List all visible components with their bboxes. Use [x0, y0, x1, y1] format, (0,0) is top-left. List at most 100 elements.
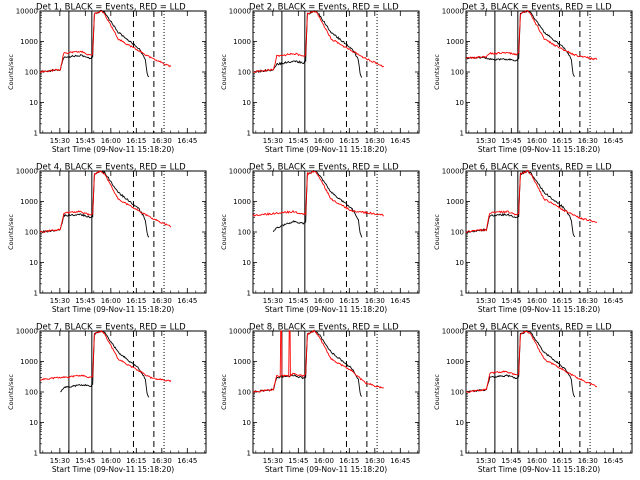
x-tick-label: 15:45 — [501, 137, 521, 145]
y-tick-label: 10000 — [229, 168, 251, 176]
y-tick-label: 1 — [247, 290, 251, 298]
x-axis-label: Start Time (09-Nov-11 15:18:20) — [52, 145, 174, 154]
series-events-line — [60, 330, 150, 398]
y-axis-label: Counts/sec — [7, 374, 15, 410]
x-tick-label: 16:00 — [314, 297, 334, 305]
plot-frame — [465, 330, 633, 454]
x-tick-label: 15:45 — [288, 457, 308, 465]
x-tick-label: 16:30 — [365, 457, 385, 465]
panel-det-5: Det 5, BLACK = Events, RED = LLD 1 10 100 10… — [220, 163, 420, 314]
x-tick-label: 16:00 — [314, 137, 334, 145]
y-tick-label: 100 — [25, 229, 38, 237]
x-tick-label: 16:15 — [339, 457, 359, 465]
x-tick-label: 16:00 — [527, 137, 547, 145]
y-tick-label: 10 — [455, 259, 464, 267]
x-tick-label: 16:15 — [552, 297, 572, 305]
x-tick-label: 16:30 — [578, 297, 598, 305]
x-tick-label: 15:30 — [476, 457, 496, 465]
y-tick-label: 10000 — [442, 328, 464, 336]
panel-det-9: Det 9, BLACK = Events, RED = LLD 1 10 100 10… — [433, 323, 633, 474]
x-tick-label: 16:45 — [390, 137, 410, 145]
y-axis-label: Counts/sec — [7, 54, 15, 90]
x-tick-label: 15:45 — [288, 297, 308, 305]
y-tick-label: 1000 — [446, 38, 464, 46]
y-tick-label: 1000 — [446, 358, 464, 366]
panel-det-1: Det 1, BLACK = Events, RED = LLD 1 10 100 10… — [7, 3, 207, 154]
x-tick-label: 15:30 — [263, 137, 283, 145]
x-tick-label: 16:45 — [177, 297, 197, 305]
y-tick-label: 1 — [34, 130, 38, 138]
y-tick-label: 1000 — [233, 358, 251, 366]
series-lld-line — [39, 10, 172, 73]
series-lld-line — [39, 170, 172, 233]
x-tick-label: 16:30 — [365, 137, 385, 145]
x-axis-label: Start Time (09-Nov-11 15:18:20) — [52, 305, 174, 314]
y-tick-label: 10 — [455, 99, 464, 107]
y-tick-label: 10000 — [16, 8, 38, 16]
chart-title: Det 9, BLACK = Events, RED = LLD — [462, 323, 612, 333]
plot-frame — [39, 330, 207, 454]
y-axis-label: Counts/sec — [220, 54, 228, 90]
chart-title: Det 8, BLACK = Events, RED = LLD — [249, 323, 399, 333]
y-tick-label: 10000 — [16, 328, 38, 336]
series-lld-line — [252, 170, 384, 217]
x-tick-label: 15:30 — [476, 297, 496, 305]
x-tick-label: 15:45 — [288, 137, 308, 145]
y-tick-label: 100 — [25, 69, 38, 77]
series-lld-line — [465, 169, 598, 234]
x-tick-label: 15:30 — [476, 137, 496, 145]
y-tick-label: 1 — [460, 130, 464, 138]
x-tick-label: 16:00 — [527, 457, 547, 465]
x-tick-label: 16:45 — [390, 457, 410, 465]
x-tick-label: 16:45 — [177, 457, 197, 465]
chart-title: Det 1, BLACK = Events, RED = LLD — [36, 3, 186, 13]
x-tick-label: 16:00 — [527, 297, 547, 305]
x-tick-label: 16:15 — [126, 297, 146, 305]
x-tick-label: 15:30 — [263, 297, 283, 305]
panel-det-8: Det 8, BLACK = Events, RED = LLD 1 10 100 10… — [220, 323, 420, 474]
y-axis-label: Counts/sec — [220, 214, 228, 250]
y-tick-label: 1000 — [20, 358, 38, 366]
y-tick-label: 10 — [29, 419, 38, 427]
x-tick-label: 15:30 — [50, 457, 70, 465]
y-tick-label: 10000 — [442, 168, 464, 176]
x-tick-label: 16:15 — [126, 457, 146, 465]
y-tick-label: 1 — [460, 450, 464, 458]
series-lld-line — [465, 10, 598, 61]
x-axis-label: Start Time (09-Nov-11 15:18:20) — [265, 465, 387, 474]
y-tick-label: 1 — [34, 450, 38, 458]
x-tick-label: 16:15 — [126, 137, 146, 145]
y-tick-label: 1 — [34, 290, 38, 298]
x-tick-label: 16:45 — [603, 137, 623, 145]
series-events-line — [465, 330, 576, 398]
x-tick-label: 16:30 — [152, 297, 172, 305]
y-tick-label: 1000 — [20, 198, 38, 206]
plot-frame — [39, 10, 207, 134]
y-tick-label: 10 — [29, 99, 38, 107]
x-tick-label: 16:45 — [603, 457, 623, 465]
y-tick-label: 1 — [247, 130, 251, 138]
chart-title: Det 4, BLACK = Events, RED = LLD — [36, 163, 186, 173]
x-tick-label: 16:30 — [578, 457, 598, 465]
plot-frame — [465, 170, 633, 294]
y-tick-label: 100 — [451, 229, 464, 237]
y-tick-label: 10 — [29, 259, 38, 267]
y-tick-label: 100 — [451, 389, 464, 397]
series-lld-line — [39, 329, 172, 383]
x-tick-label: 16:00 — [101, 457, 121, 465]
x-axis-label: Start Time (09-Nov-11 15:18:20) — [478, 145, 600, 154]
x-tick-label: 16:30 — [152, 457, 172, 465]
x-tick-label: 15:30 — [263, 457, 283, 465]
plot-frame — [465, 10, 633, 134]
y-axis-label: Counts/sec — [433, 54, 441, 90]
y-tick-label: 1000 — [233, 198, 251, 206]
x-axis-label: Start Time (09-Nov-11 15:18:20) — [478, 465, 600, 474]
x-tick-label: 15:45 — [75, 137, 95, 145]
y-tick-label: 1 — [460, 290, 464, 298]
plot-frame — [252, 330, 420, 454]
series-lld-line — [253, 11, 385, 74]
series-events-line — [272, 169, 363, 238]
y-axis-label: Counts/sec — [7, 214, 15, 250]
y-tick-label: 10000 — [442, 8, 464, 16]
x-axis-label: Start Time (09-Nov-11 15:18:20) — [52, 465, 174, 474]
